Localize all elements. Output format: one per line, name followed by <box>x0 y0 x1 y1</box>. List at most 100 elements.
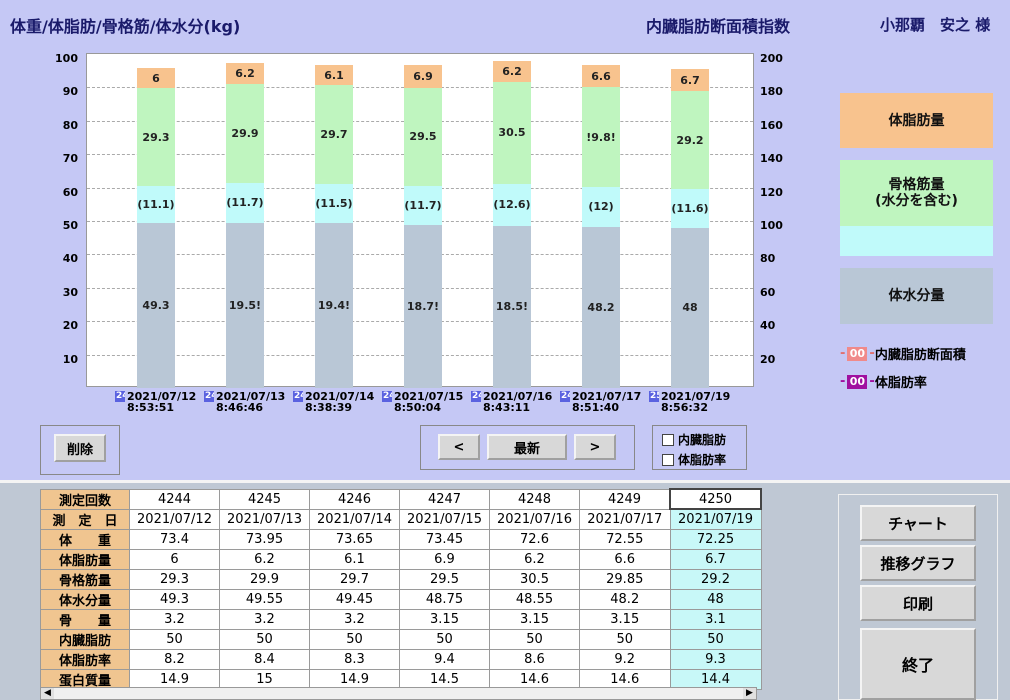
delete-button[interactable]: 削除 <box>54 434 106 462</box>
table-cell[interactable]: 14.4 <box>669 668 762 690</box>
x-label-time: 8:51:40 <box>572 401 620 414</box>
stacked-bar[interactable]: 19.4! (11.5) 29.7 6.1 <box>315 54 353 388</box>
table-cell[interactable]: 50 <box>669 628 762 650</box>
chart-plot-area: 49.3 (11.1) 29.3 6 19.5! (11.7) 29.9 6.2 19.4! (1… <box>86 53 754 388</box>
table-cell[interactable]: 29.2 <box>669 568 762 590</box>
table-cell[interactable]: 73.95 <box>219 528 310 550</box>
table-cell[interactable]: 50 <box>399 628 490 650</box>
table-cell[interactable]: 2021/07/15 <box>399 508 490 530</box>
table-cell[interactable]: 8.3 <box>309 648 400 670</box>
stacked-bar[interactable]: 18.7! (11.7) 29.5 6.9 <box>404 54 442 388</box>
table-cell[interactable]: 3.2 <box>129 608 220 630</box>
table-cell[interactable]: 2021/07/13 <box>219 508 310 530</box>
exit-button[interactable]: 終了 <box>860 628 976 700</box>
table-cell[interactable]: 49.45 <box>309 588 400 610</box>
table-cell[interactable]: 72.25 <box>669 528 762 550</box>
table-cell[interactable]: 29.9 <box>219 568 310 590</box>
table-cell[interactable]: 4249 <box>579 488 671 510</box>
table-cell[interactable]: 2021/07/17 <box>579 508 671 530</box>
stacked-bar[interactable]: 19.5! (11.7) 29.9 6.2 <box>226 54 264 388</box>
visceral-checkbox[interactable]: 内臓脂肪 <box>662 431 726 448</box>
row-header: 骨格筋量 <box>40 568 130 590</box>
table-cell[interactable]: 72.55 <box>579 528 671 550</box>
table-cell[interactable]: 6.2 <box>219 548 310 570</box>
trend-graph-button[interactable]: 推移グラフ <box>860 545 976 581</box>
table-cell[interactable]: 50 <box>579 628 671 650</box>
prev-button[interactable]: < <box>438 434 480 460</box>
table-cell[interactable]: 6.7 <box>669 548 762 570</box>
table-cell[interactable]: 6 <box>129 548 220 570</box>
table-cell[interactable]: 30.5 <box>489 568 580 590</box>
table-cell[interactable]: 50 <box>489 628 580 650</box>
table-cell[interactable]: 9.2 <box>579 648 671 670</box>
table-cell[interactable]: 9.3 <box>669 648 762 670</box>
chart-button[interactable]: チャート <box>860 505 976 541</box>
latest-button[interactable]: 最新 <box>487 434 567 460</box>
table-cell[interactable]: 3.1 <box>669 608 762 630</box>
table-cell[interactable]: 29.3 <box>129 568 220 590</box>
table-cell[interactable]: 4245 <box>219 488 310 510</box>
table-cell[interactable]: 48.55 <box>489 588 580 610</box>
table-cell[interactable]: 2021/07/19 <box>669 508 762 530</box>
table-cell[interactable]: 29.5 <box>399 568 490 590</box>
bar-segment: 29.2 <box>671 91 709 189</box>
table-scrollbar[interactable]: ◀ ▶ <box>40 687 757 700</box>
table-cell[interactable]: 8.6 <box>489 648 580 670</box>
table-cell[interactable]: 48.75 <box>399 588 490 610</box>
table-cell[interactable]: 50 <box>129 628 220 650</box>
table-cell[interactable]: 3.15 <box>489 608 580 630</box>
table-cell[interactable]: 2021/07/16 <box>489 508 580 530</box>
stacked-bar[interactable]: 48 (11.6) 29.2 6.7 <box>671 54 709 388</box>
stacked-bar[interactable]: 48.2 (12) !9.8! 6.6 <box>582 54 620 388</box>
table-cell[interactable]: 4244 <box>129 488 220 510</box>
table-cell[interactable]: 72.6 <box>489 528 580 550</box>
table-cell[interactable]: 48.2 <box>579 588 671 610</box>
table-cell[interactable]: 8.2 <box>129 648 220 670</box>
table-cell[interactable]: 2021/07/14 <box>309 508 400 530</box>
table-cell[interactable]: 9.4 <box>399 648 490 670</box>
checkbox-box[interactable] <box>662 433 674 446</box>
table-cell[interactable]: 14.6 <box>579 668 671 690</box>
table-cell[interactable]: 3.15 <box>399 608 490 630</box>
table-cell[interactable]: 73.65 <box>309 528 400 550</box>
table-cell[interactable]: 73.45 <box>399 528 490 550</box>
next-button[interactable]: > <box>574 434 616 460</box>
table-cell[interactable]: 73.4 <box>129 528 220 550</box>
checkbox-box[interactable] <box>662 453 674 466</box>
table-cell[interactable]: 3.2 <box>219 608 310 630</box>
stacked-bar[interactable]: 18.5! (12.6) 30.5 6.2 <box>493 54 531 388</box>
table-cell[interactable]: 3.2 <box>309 608 400 630</box>
table-cell[interactable]: 48 <box>669 588 762 610</box>
table-cell[interactable]: 49.3 <box>129 588 220 610</box>
fat-rate-checkbox[interactable]: 体脂肪率 <box>662 451 726 468</box>
table-cell[interactable]: 4248 <box>489 488 580 510</box>
table-cell[interactable]: 4247 <box>399 488 490 510</box>
x-label-datetime: 2021/07/12 8:53:51 <box>127 391 196 413</box>
table-cell[interactable]: 2021/07/12 <box>129 508 220 530</box>
table-cell[interactable]: 8.4 <box>219 648 310 670</box>
table-cell[interactable]: 14.5 <box>399 668 490 690</box>
stacked-bar[interactable]: 49.3 (11.1) 29.3 6 <box>137 54 175 388</box>
table-cell[interactable]: 14.6 <box>489 668 580 690</box>
table-cell[interactable]: 15 <box>219 668 310 690</box>
table-cell[interactable]: 4250 <box>669 488 762 510</box>
table-cell[interactable]: 6.1 <box>309 548 400 570</box>
table-cell[interactable]: 50 <box>309 628 400 650</box>
table-cell[interactable]: 50 <box>219 628 310 650</box>
bar-segment: 6.2 <box>493 61 531 82</box>
table-cell[interactable]: 6.6 <box>579 548 671 570</box>
x-label-time: 8:50:04 <box>394 401 442 414</box>
table-cell[interactable]: 3.15 <box>579 608 671 630</box>
x-axis-label: 252021/07/198:56:32 <box>649 391 730 413</box>
print-button[interactable]: 印刷 <box>860 585 976 621</box>
table-cell[interactable]: 6.2 <box>489 548 580 570</box>
table-cell[interactable]: 14.9 <box>309 668 400 690</box>
scroll-right-icon[interactable]: ▶ <box>743 688 756 699</box>
scroll-left-icon[interactable]: ◀ <box>41 688 54 699</box>
table-cell[interactable]: 14.9 <box>129 668 220 690</box>
table-cell[interactable]: 6.9 <box>399 548 490 570</box>
table-cell[interactable]: 29.7 <box>309 568 400 590</box>
table-cell[interactable]: 29.85 <box>579 568 671 590</box>
table-cell[interactable]: 4246 <box>309 488 400 510</box>
table-cell[interactable]: 49.55 <box>219 588 310 610</box>
